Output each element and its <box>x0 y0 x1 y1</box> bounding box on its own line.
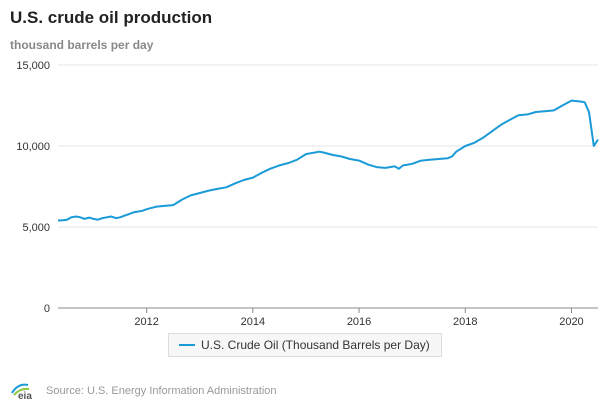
series-lines <box>57 99 599 222</box>
x-axis-ticks: 2012 2014 2016 2018 2020 <box>134 308 584 328</box>
legend-label: U.S. Crude Oil (Thousand Barrels per Day… <box>201 338 430 352</box>
y-tick-label: 10,000 <box>16 141 50 153</box>
y-tick-label: 0 <box>44 303 50 315</box>
chart-subtitle: thousand barrels per day <box>10 38 154 52</box>
y-axis-ticks: 0 5,000 10,000 15,000 <box>16 60 50 315</box>
eia-logo-icon: eia <box>10 381 40 402</box>
x-tick-label: 2020 <box>559 316 583 328</box>
y-tick-label: 5,000 <box>22 222 50 234</box>
grid-lines <box>58 64 598 309</box>
x-tick-label: 2012 <box>134 316 158 328</box>
legend-swatch <box>179 344 195 346</box>
x-tick-label: 2018 <box>453 316 477 328</box>
x-tick-label: 2014 <box>241 316 265 328</box>
legend[interactable]: U.S. Crude Oil (Thousand Barrels per Day… <box>168 333 442 357</box>
chart-svg: 0 5,000 10,000 15,000 2012 2014 2016 2018 2020 <box>16 60 599 328</box>
series-line[interactable] <box>57 99 599 222</box>
footer: eia Source: U.S. Energy Information Admi… <box>10 381 277 402</box>
chart-title: U.S. crude oil production <box>10 8 213 27</box>
x-tick-label: 2016 <box>347 316 371 328</box>
y-tick-label: 15,000 <box>16 60 50 72</box>
eia-logo-text: eia <box>18 391 32 401</box>
source-note: Source: U.S. Energy Information Administ… <box>46 385 277 397</box>
